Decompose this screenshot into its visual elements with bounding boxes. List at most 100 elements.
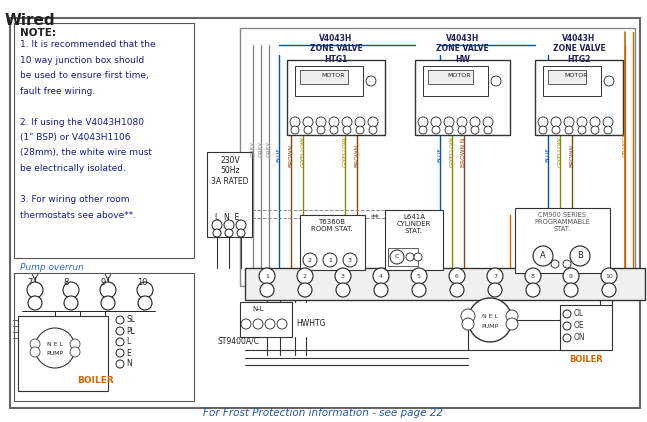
Circle shape: [470, 117, 480, 127]
Text: L  N  E: L N E: [215, 213, 239, 222]
Text: 10 way junction box should: 10 way junction box should: [20, 56, 144, 65]
Text: fault free wiring.: fault free wiring.: [20, 87, 95, 95]
Text: 9: 9: [569, 273, 573, 279]
Text: GREY: GREY: [267, 141, 272, 157]
Circle shape: [368, 117, 378, 127]
Circle shape: [563, 334, 571, 342]
Text: BLUE: BLUE: [545, 147, 551, 162]
Bar: [207, 152, 252, 237]
Bar: [14, 23, 194, 258]
Bar: [428, 70, 473, 84]
Circle shape: [356, 126, 364, 134]
Text: 2. If using the V4043H1080: 2. If using the V4043H1080: [20, 117, 144, 127]
Text: BROWN N: BROWN N: [461, 138, 466, 167]
Text: V4043H
ZONE VALVE
HW: V4043H ZONE VALVE HW: [436, 34, 489, 64]
Circle shape: [290, 117, 300, 127]
Circle shape: [323, 253, 337, 267]
Circle shape: [445, 126, 453, 134]
Circle shape: [35, 328, 75, 368]
Circle shape: [468, 298, 512, 342]
Circle shape: [343, 253, 357, 267]
Circle shape: [563, 268, 579, 284]
Text: G/YELLOW: G/YELLOW: [300, 136, 305, 167]
Circle shape: [241, 319, 251, 329]
Text: 1: 1: [265, 273, 269, 279]
Circle shape: [506, 310, 518, 322]
Circle shape: [138, 296, 152, 310]
Circle shape: [483, 117, 493, 127]
Circle shape: [471, 126, 479, 134]
Circle shape: [343, 126, 351, 134]
Circle shape: [458, 126, 466, 134]
Text: A: A: [540, 252, 546, 260]
Circle shape: [212, 220, 222, 230]
Circle shape: [303, 117, 313, 127]
Circle shape: [70, 339, 80, 349]
Text: 1. It is recommended that the: 1. It is recommended that the: [20, 40, 156, 49]
Text: 4: 4: [379, 273, 383, 279]
Text: MOTOR: MOTOR: [321, 73, 344, 78]
Circle shape: [366, 76, 376, 86]
Circle shape: [577, 117, 587, 127]
Circle shape: [336, 283, 350, 297]
Text: OE: OE: [574, 322, 585, 330]
Circle shape: [390, 250, 404, 264]
Text: E: E: [126, 349, 131, 357]
Circle shape: [603, 117, 613, 127]
Circle shape: [565, 126, 573, 134]
Circle shape: [291, 126, 299, 134]
Circle shape: [116, 338, 124, 346]
Circle shape: [539, 126, 547, 134]
Circle shape: [419, 126, 427, 134]
Circle shape: [444, 117, 454, 127]
Circle shape: [491, 76, 501, 86]
Bar: [287, 60, 385, 135]
Text: MOTOR: MOTOR: [564, 73, 587, 78]
Circle shape: [116, 316, 124, 324]
Circle shape: [277, 319, 287, 329]
Text: PL: PL: [126, 327, 135, 335]
Circle shape: [604, 126, 612, 134]
Bar: [388, 248, 418, 266]
Circle shape: [237, 229, 245, 237]
Circle shape: [335, 268, 351, 284]
Circle shape: [304, 126, 312, 134]
Circle shape: [563, 310, 571, 318]
Bar: [385, 210, 443, 270]
Text: CM900 SERIES
PROGRAMMABLE
STAT.: CM900 SERIES PROGRAMMABLE STAT.: [534, 212, 590, 232]
Circle shape: [552, 126, 560, 134]
Text: 8: 8: [531, 273, 535, 279]
Circle shape: [484, 126, 492, 134]
Bar: [535, 60, 623, 135]
Text: ST9400A/C: ST9400A/C: [218, 337, 260, 346]
Text: HWHTG: HWHTG: [296, 319, 325, 328]
Circle shape: [116, 327, 124, 335]
Text: N E L: N E L: [47, 341, 63, 346]
Text: 7: 7: [27, 278, 32, 287]
Circle shape: [432, 126, 440, 134]
Circle shape: [533, 246, 553, 266]
Text: MOTOR: MOTOR: [448, 73, 471, 78]
Bar: [295, 66, 363, 96]
Circle shape: [526, 283, 540, 297]
Circle shape: [30, 347, 40, 357]
Circle shape: [487, 268, 503, 284]
Text: V4043H
ZONE VALVE
HTG2: V4043H ZONE VALVE HTG2: [553, 34, 606, 64]
Circle shape: [604, 76, 614, 86]
Text: For Frost Protection information - see page 22: For Frost Protection information - see p…: [203, 408, 443, 418]
Text: 1: 1: [328, 257, 332, 262]
Circle shape: [461, 309, 475, 323]
Circle shape: [137, 282, 153, 298]
Text: G/YELLOW: G/YELLOW: [342, 136, 347, 167]
Text: 10: 10: [137, 278, 148, 287]
Circle shape: [591, 126, 599, 134]
Text: G/YELLOW: G/YELLOW: [450, 136, 454, 167]
Bar: [18, 316, 108, 391]
Circle shape: [317, 126, 325, 134]
Circle shape: [101, 296, 115, 310]
Circle shape: [578, 126, 586, 134]
Text: BROWN: BROWN: [355, 144, 360, 167]
Circle shape: [564, 283, 578, 297]
Circle shape: [63, 282, 79, 298]
Circle shape: [225, 229, 233, 237]
